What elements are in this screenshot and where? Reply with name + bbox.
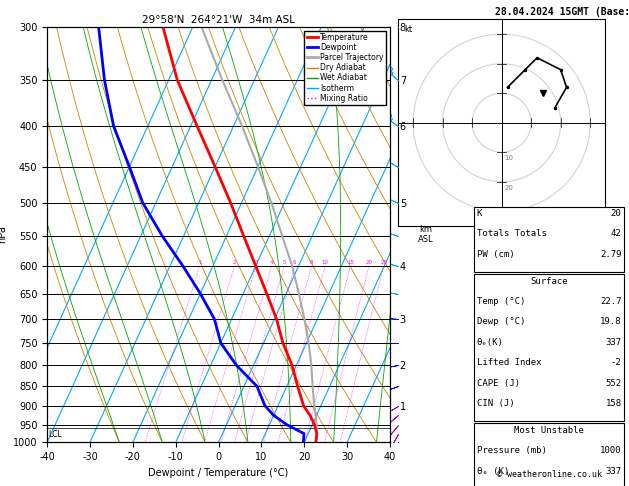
- Bar: [474, 274, 624, 421]
- Text: -2: -2: [611, 358, 621, 367]
- Text: 3: 3: [254, 260, 258, 265]
- Text: 337: 337: [605, 467, 621, 476]
- Text: Most Unstable: Most Unstable: [514, 426, 584, 435]
- Text: 25: 25: [380, 260, 387, 265]
- Text: 337: 337: [605, 338, 621, 347]
- Text: 5: 5: [282, 260, 286, 265]
- Text: 1000: 1000: [600, 446, 621, 455]
- Text: 30: 30: [504, 214, 513, 220]
- Text: Totals Totals: Totals Totals: [477, 229, 547, 239]
- Text: 2: 2: [233, 260, 237, 265]
- Text: 4: 4: [270, 260, 274, 265]
- X-axis label: Dewpoint / Temperature (°C): Dewpoint / Temperature (°C): [148, 468, 289, 478]
- Text: 22.7: 22.7: [600, 297, 621, 306]
- Y-axis label: km
ASL: km ASL: [418, 225, 433, 244]
- Text: Dewp (°C): Dewp (°C): [477, 317, 525, 327]
- Bar: [474, 423, 624, 486]
- Text: 20: 20: [365, 260, 372, 265]
- Text: 28.04.2024 15GMT (Base: 06): 28.04.2024 15GMT (Base: 06): [495, 7, 629, 17]
- Text: 552: 552: [605, 379, 621, 388]
- Text: LCL: LCL: [48, 430, 62, 439]
- Text: θₑ(K): θₑ(K): [477, 338, 504, 347]
- Text: 15: 15: [347, 260, 354, 265]
- Text: 8: 8: [310, 260, 313, 265]
- Text: 158: 158: [605, 399, 621, 408]
- Y-axis label: hPa: hPa: [0, 226, 8, 243]
- Bar: [474, 207, 624, 272]
- Text: θₑ (K): θₑ (K): [477, 467, 509, 476]
- Text: Lifted Index: Lifted Index: [477, 358, 541, 367]
- Text: 10: 10: [322, 260, 329, 265]
- Text: 42: 42: [611, 229, 621, 239]
- Text: 2.79: 2.79: [600, 250, 621, 259]
- Text: kt: kt: [404, 25, 413, 35]
- Text: CAPE (J): CAPE (J): [477, 379, 520, 388]
- Text: 19.8: 19.8: [600, 317, 621, 327]
- Text: K: K: [477, 209, 482, 218]
- Text: 1: 1: [198, 260, 201, 265]
- Text: © weatheronline.co.uk: © weatheronline.co.uk: [496, 469, 601, 479]
- Text: 6: 6: [293, 260, 296, 265]
- Text: Temp (°C): Temp (°C): [477, 297, 525, 306]
- Text: 20: 20: [611, 209, 621, 218]
- Text: CIN (J): CIN (J): [477, 399, 515, 408]
- Title: 29°58'N  264°21'W  34m ASL: 29°58'N 264°21'W 34m ASL: [142, 15, 295, 25]
- Text: Pressure (mb): Pressure (mb): [477, 446, 547, 455]
- Text: 10: 10: [504, 155, 513, 161]
- Text: 20: 20: [504, 185, 513, 191]
- Legend: Temperature, Dewpoint, Parcel Trajectory, Dry Adiabat, Wet Adiabat, Isotherm, Mi: Temperature, Dewpoint, Parcel Trajectory…: [304, 31, 386, 105]
- Text: PW (cm): PW (cm): [477, 250, 515, 259]
- Text: Surface: Surface: [530, 277, 568, 286]
